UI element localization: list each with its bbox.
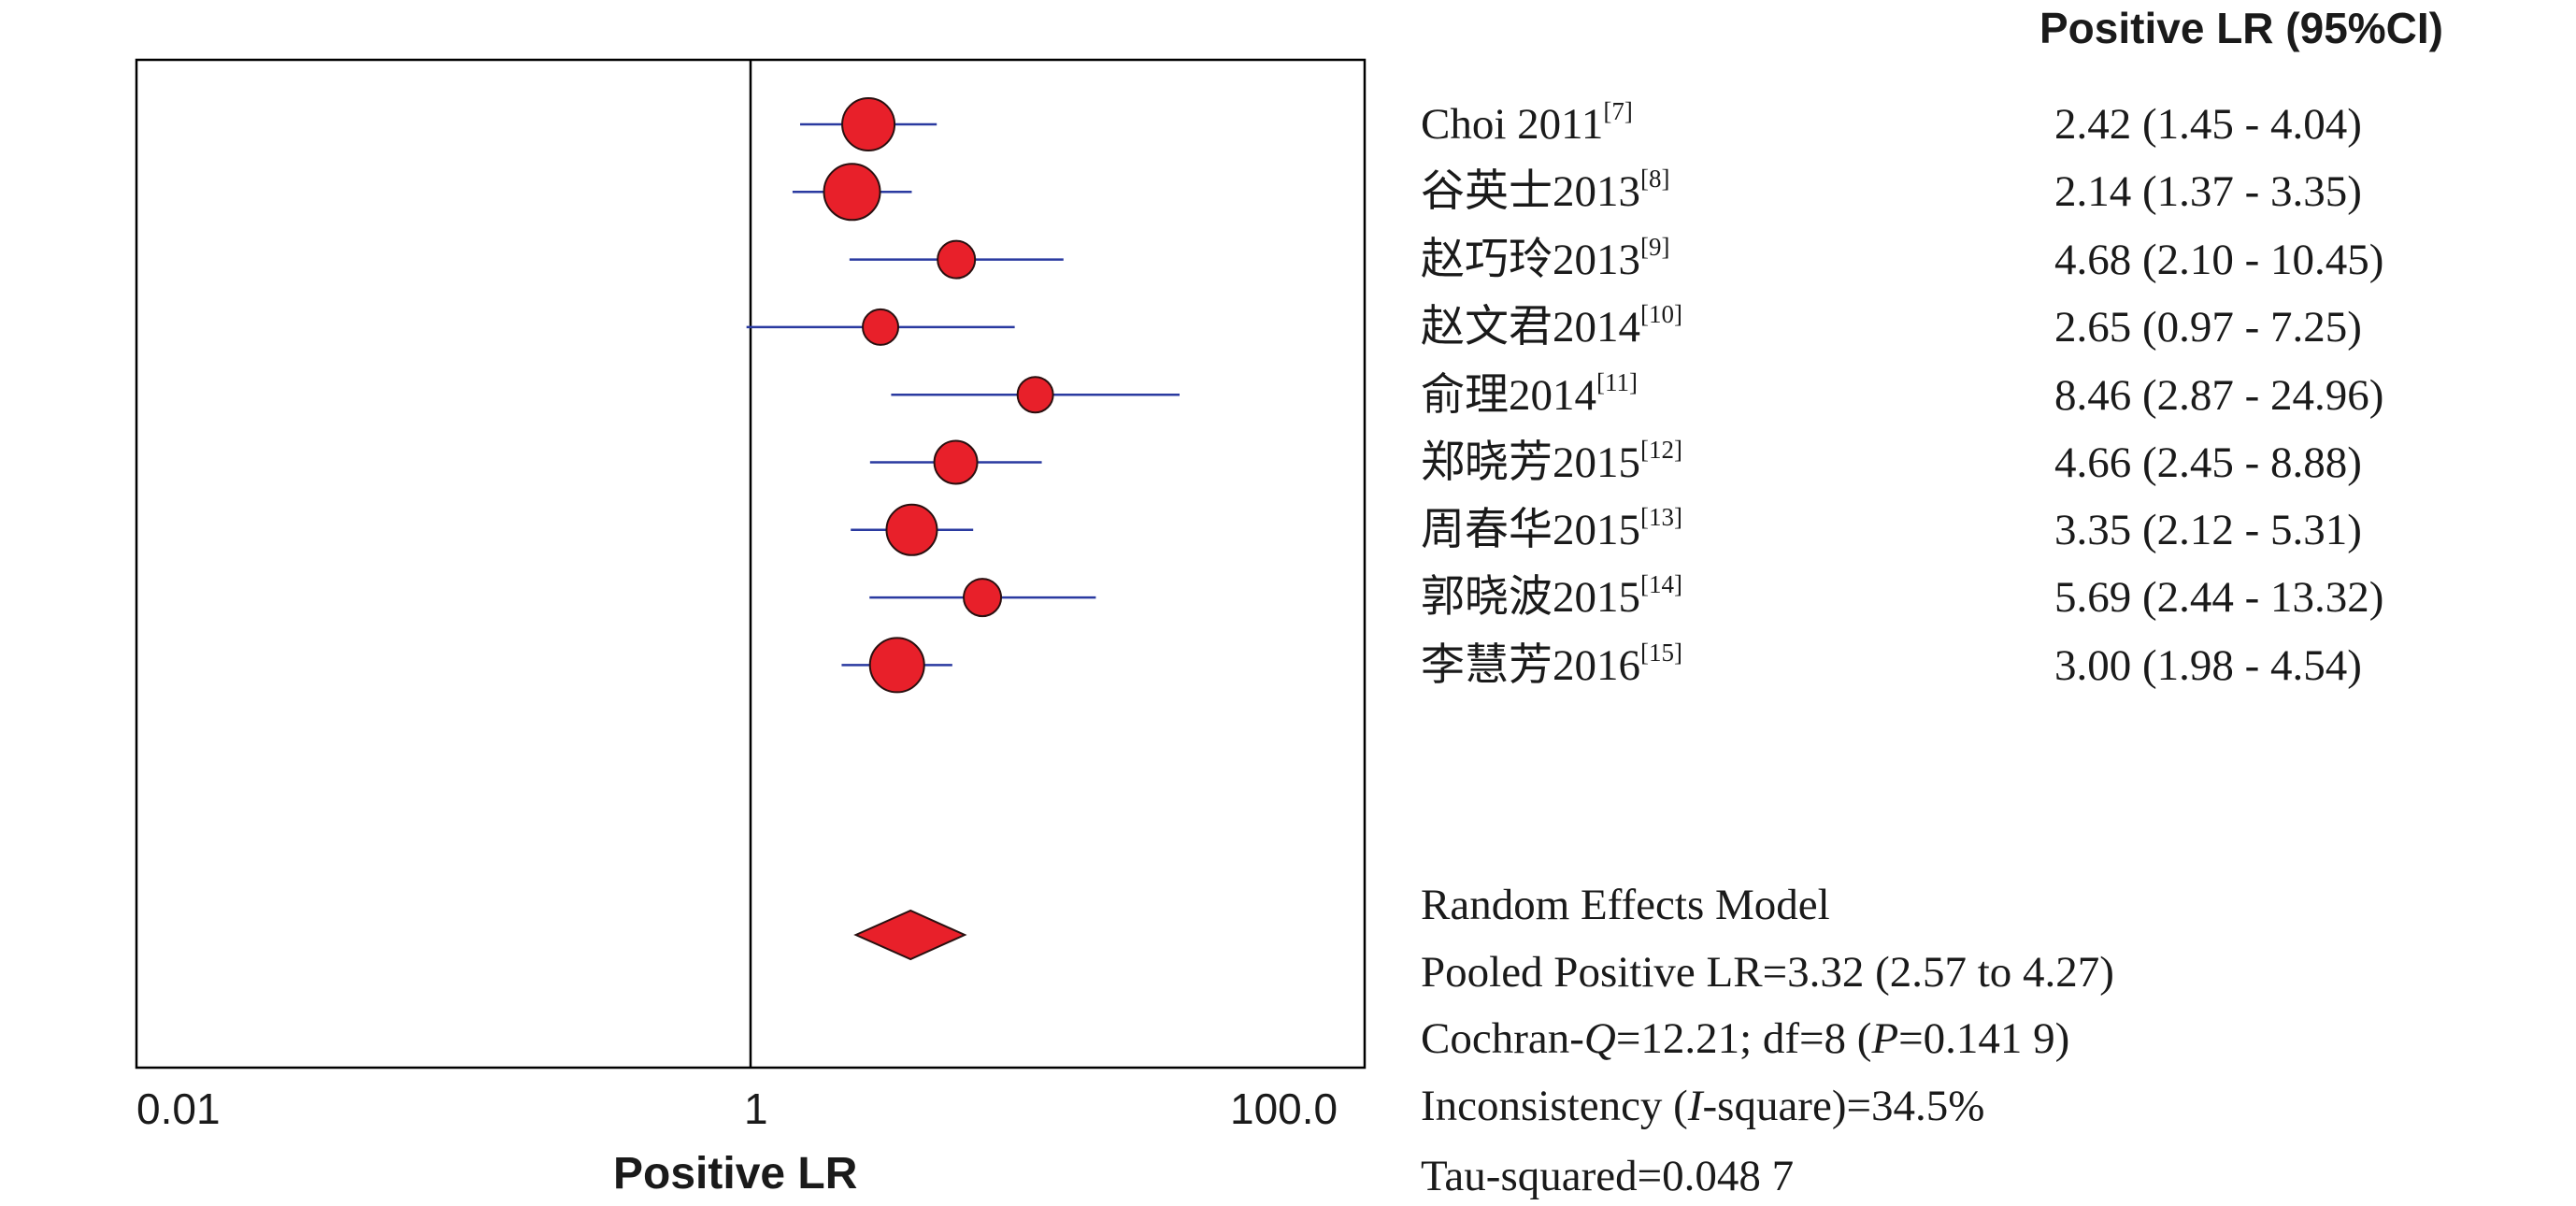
- inconsistency-text: Inconsistency (I-square)=34.5%: [1421, 1078, 1984, 1134]
- study-point-marker: [868, 637, 925, 694]
- study-reference: [11]: [1596, 368, 1638, 396]
- q-symbol: Q: [1583, 1014, 1616, 1063]
- cochran-q-text: Cochran-Q=12.21; df=8 (P=0.141 9): [1421, 1011, 2069, 1067]
- cochran-middle: =12.21; df=8 (: [1615, 1014, 1872, 1063]
- x-axis-title: Positive LR: [613, 1149, 858, 1199]
- study-label: 赵巧玲2013[9]: [1421, 232, 1669, 288]
- study-label: Choi 2011[7]: [1421, 96, 1633, 152]
- pooled-diamond: [853, 909, 967, 961]
- study-reference: [13]: [1640, 503, 1682, 531]
- study-ci-value: 2.14 (1.37 - 3.35): [2054, 167, 2362, 216]
- study-label: 郭晓波2015[14]: [1421, 569, 1682, 625]
- study-point-marker: [937, 239, 977, 280]
- study-point-marker: [823, 163, 881, 222]
- model-name: Random Effects Model: [1421, 881, 1830, 929]
- study-point-marker: [841, 97, 896, 151]
- study-name: 郑晓芳2015: [1421, 438, 1640, 487]
- inconsistency-prefix: Inconsistency (: [1421, 1082, 1688, 1130]
- ci-column-header: Positive LR (95%CI): [2039, 4, 2443, 52]
- study-name: 李慧芳2016: [1421, 641, 1640, 690]
- study-point-marker: [963, 578, 1003, 618]
- study-reference: [12]: [1640, 436, 1682, 464]
- study-name: 周春华2015: [1421, 506, 1640, 554]
- study-markers: [823, 97, 1054, 694]
- study-ci-value: 2.65 (0.97 - 7.25): [2054, 303, 2362, 352]
- study-name: 俞理2014: [1421, 371, 1596, 420]
- study-label: 郑晓芳2015[12]: [1421, 435, 1682, 491]
- study-label: 李慧芳2016[15]: [1421, 638, 1682, 694]
- cochran-prefix: Cochran-: [1421, 1014, 1584, 1063]
- study-reference: [9]: [1640, 233, 1670, 261]
- study-label: 俞理2014[11]: [1421, 367, 1638, 424]
- study-ci-value: 4.68 (2.10 - 10.45): [2054, 236, 2384, 284]
- study-reference: [7]: [1603, 97, 1633, 125]
- study-ci-value: 3.35 (2.12 - 5.31): [2054, 506, 2362, 554]
- x-tick-label: 100.0: [1230, 1084, 1338, 1133]
- study-ci-value: 8.46 (2.87 - 24.96): [2054, 371, 2384, 420]
- x-tick-label: 1: [744, 1084, 768, 1133]
- study-reference: [10]: [1640, 300, 1682, 328]
- study-name: 赵巧玲2013: [1421, 236, 1640, 284]
- study-ci-value: 3.00 (1.98 - 4.54): [2054, 641, 2362, 690]
- study-point-marker: [933, 439, 979, 485]
- study-ci-value: 2.42 (1.45 - 4.04): [2054, 100, 2362, 149]
- cochran-suffix: =0.141 9): [1898, 1014, 2070, 1063]
- study-reference: [8]: [1640, 165, 1670, 193]
- study-name: 谷英士2013: [1421, 167, 1640, 216]
- study-reference: [14]: [1640, 570, 1682, 598]
- study-ci-value: 5.69 (2.44 - 13.32): [2054, 573, 2384, 622]
- p-symbol: P: [1871, 1014, 1899, 1063]
- study-name: 赵文君2014: [1421, 303, 1640, 352]
- inconsistency-suffix: -square)=34.5%: [1702, 1082, 1985, 1130]
- study-label: 周春华2015[13]: [1421, 502, 1682, 558]
- ci-lines: [746, 122, 1180, 667]
- study-ci-value: 4.66 (2.45 - 8.88): [2054, 438, 2362, 487]
- study-label: 赵文君2014[10]: [1421, 299, 1682, 355]
- pooled-estimate-text: Pooled Positive LR=3.32 (2.57 to 4.27): [1421, 948, 2114, 997]
- study-point-marker: [862, 308, 900, 346]
- x-tick-label: 0.01: [136, 1084, 221, 1133]
- tau-squared-text: Tau-squared=0.048 7: [1421, 1152, 1795, 1200]
- study-name: 郭晓波2015: [1421, 573, 1640, 622]
- study-point-marker: [1016, 376, 1054, 414]
- study-reference: [15]: [1640, 639, 1682, 667]
- i-symbol: I: [1687, 1082, 1703, 1130]
- study-name: Choi 2011: [1421, 100, 1604, 149]
- study-point-marker: [885, 503, 938, 556]
- study-label: 谷英士2013[8]: [1421, 164, 1669, 220]
